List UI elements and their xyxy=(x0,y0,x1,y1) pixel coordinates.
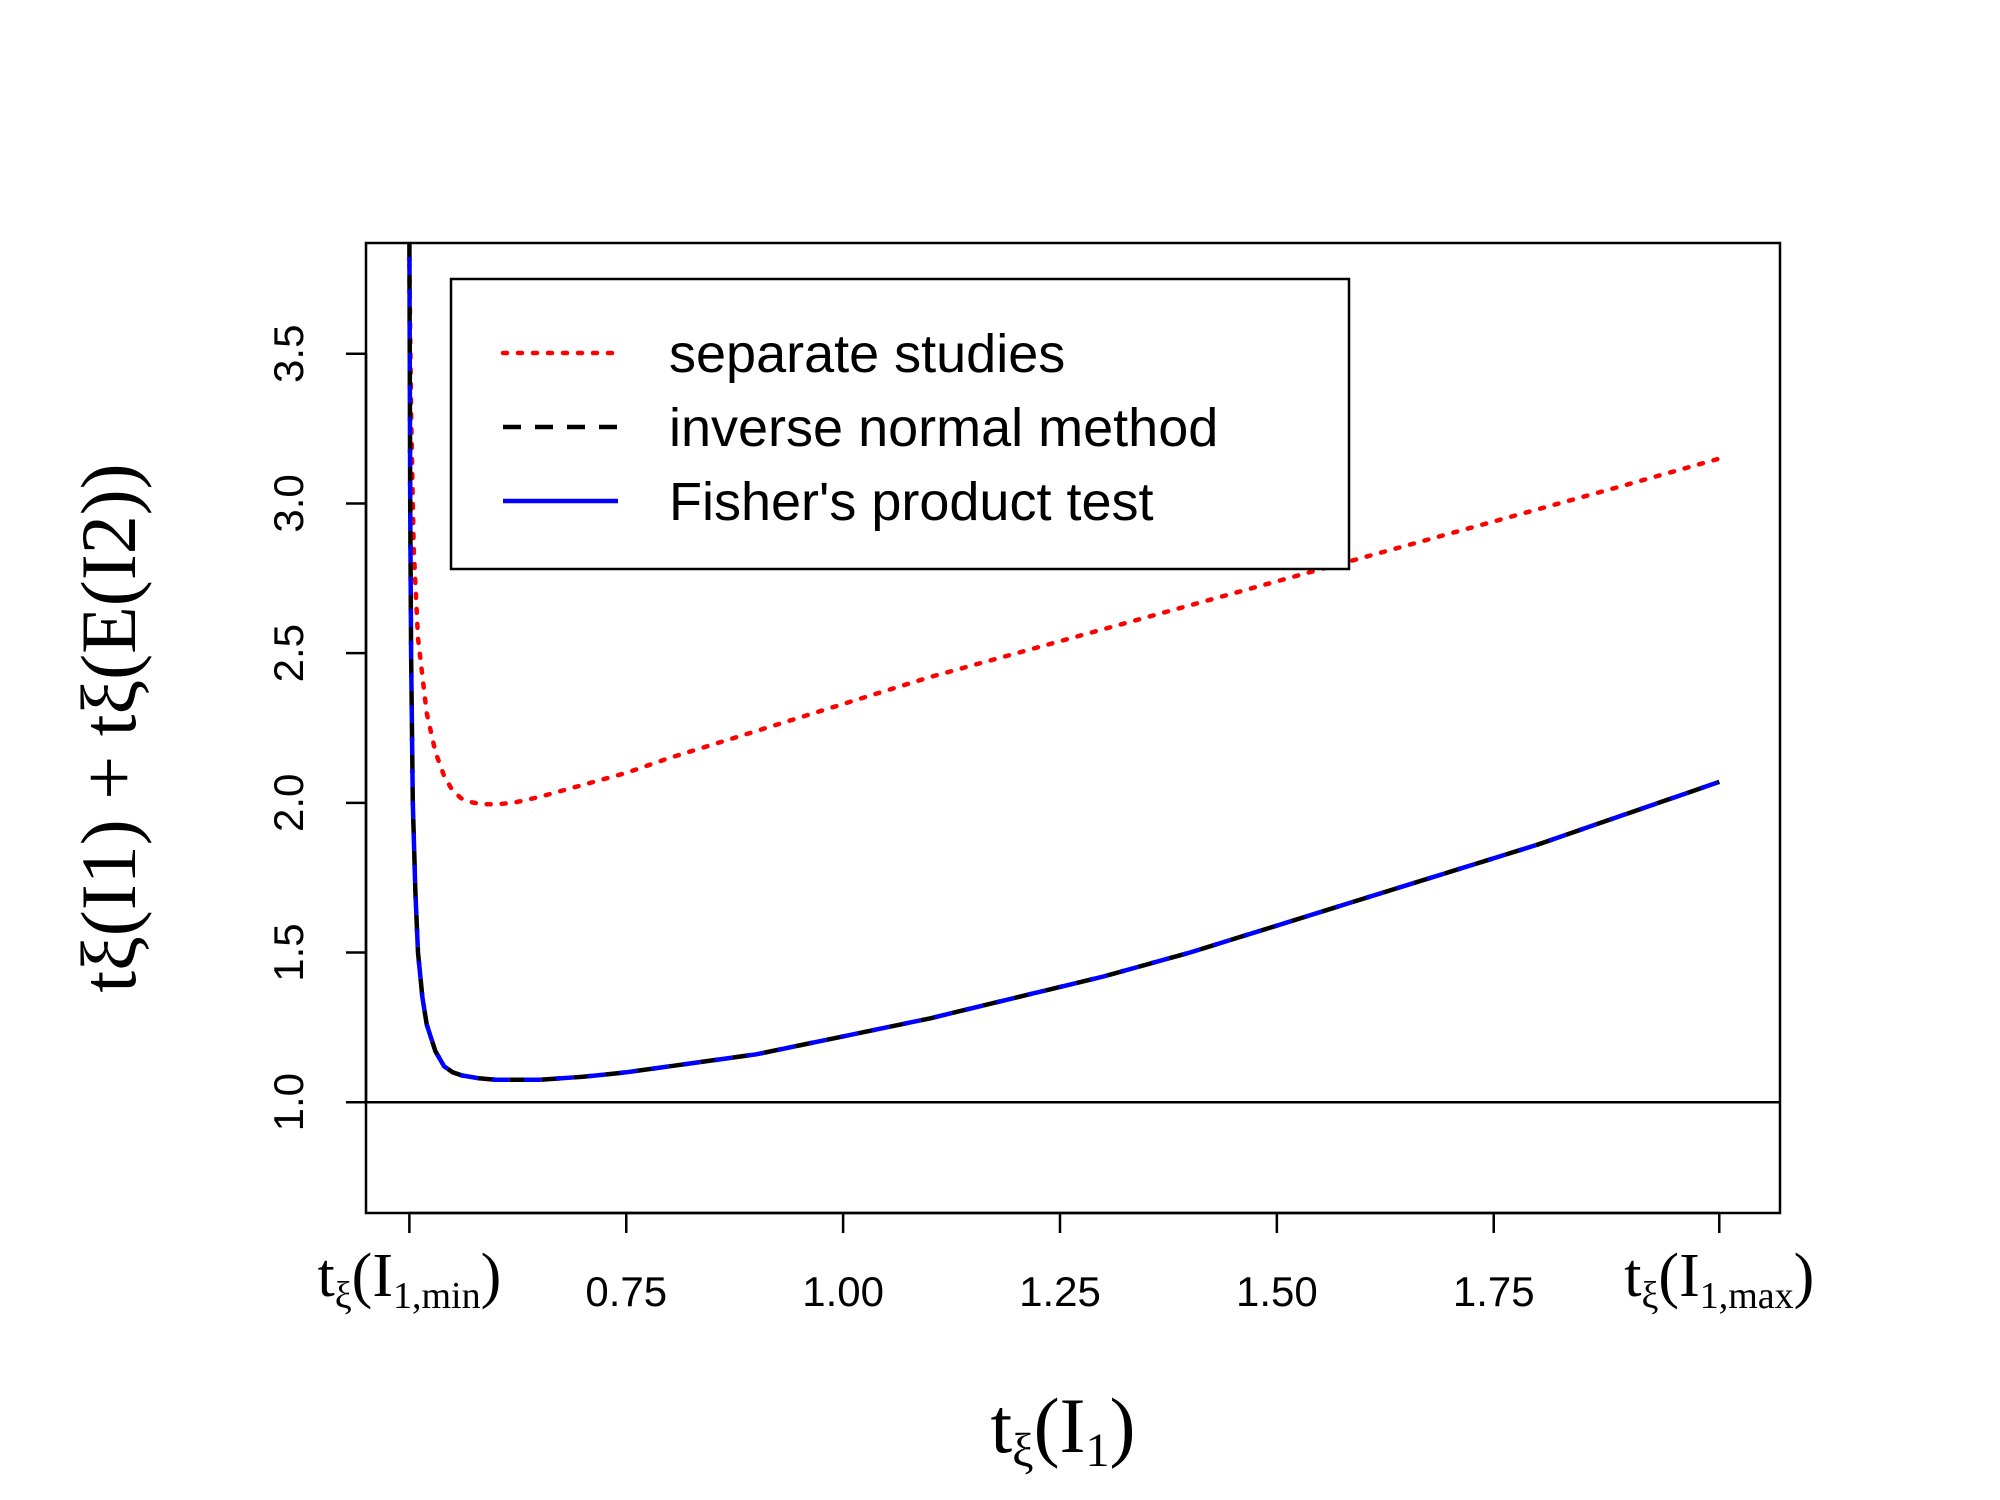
x-special-label-part: I xyxy=(372,1242,393,1310)
x-special-label-part: ξ xyxy=(1641,1275,1658,1317)
x-title-var: I xyxy=(1060,1382,1086,1469)
x-special-label-part: ( xyxy=(1658,1242,1679,1310)
y-axis-title-text: tξ(I1) + tξ(E(I2)) xyxy=(65,463,152,992)
x-title-base: t xyxy=(990,1382,1012,1469)
x-tick-label: 1.50 xyxy=(1236,1268,1318,1315)
y-tick-label: 1.5 xyxy=(265,923,312,981)
x-special-label-part: t xyxy=(317,1242,334,1310)
y-tick-label: 3.5 xyxy=(265,325,312,383)
x-special-label-part: ) xyxy=(1794,1242,1815,1310)
legend-box xyxy=(449,277,1351,571)
x-tick-label: 0.75 xyxy=(585,1268,667,1315)
legend-label-fishers-product-test: Fisher's product test xyxy=(669,472,1154,532)
x-tick-label: 1.25 xyxy=(1019,1268,1101,1315)
x-special-label-part: ξ xyxy=(335,1275,352,1317)
x-tick-label: 1.00 xyxy=(802,1268,884,1315)
y-axis: 1.0 1.5 2.0 2.5 3.0 3.5 xyxy=(265,325,368,1131)
x-special-label-part: ( xyxy=(352,1242,373,1310)
x-special-label-part: 1,min xyxy=(393,1275,481,1317)
x-tick-label: 1.75 xyxy=(1453,1268,1535,1315)
x-special-tick-label: tξ(I1,max) xyxy=(1624,1242,1814,1317)
y-tick-label: 3.0 xyxy=(265,474,312,532)
series-line-separate-studies xyxy=(407,261,1722,807)
y-tick-label: 2.0 xyxy=(265,774,312,832)
x-special-label-part: ) xyxy=(481,1242,502,1310)
y-tick-label: 1.0 xyxy=(265,1073,312,1131)
legend-label-inverse-normal-method: inverse normal method xyxy=(669,398,1218,458)
x-axis-title: tξ(I1) xyxy=(990,1382,1135,1477)
x-title-paren-open: ( xyxy=(1034,1382,1060,1469)
legend: separate studies inverse normal method F… xyxy=(449,277,1351,571)
x-special-label-part: 1,max xyxy=(1700,1275,1794,1317)
x-special-label-part: t xyxy=(1624,1242,1641,1310)
y-tick-label: 2.5 xyxy=(265,624,312,682)
x-title-paren-close: ) xyxy=(1110,1382,1136,1469)
legend-label-separate-studies: separate studies xyxy=(669,324,1065,384)
y-axis-title: tξ(I1) + tξ(E(I2)) xyxy=(65,463,152,992)
x-title-sub: ξ xyxy=(1012,1424,1033,1477)
x-special-label-part: I xyxy=(1679,1242,1700,1310)
x-title-var-sub: 1 xyxy=(1086,1424,1110,1477)
x-special-tick-label: tξ(I1,min) xyxy=(317,1242,501,1317)
series-line-fishers-product-test xyxy=(407,243,1721,1083)
